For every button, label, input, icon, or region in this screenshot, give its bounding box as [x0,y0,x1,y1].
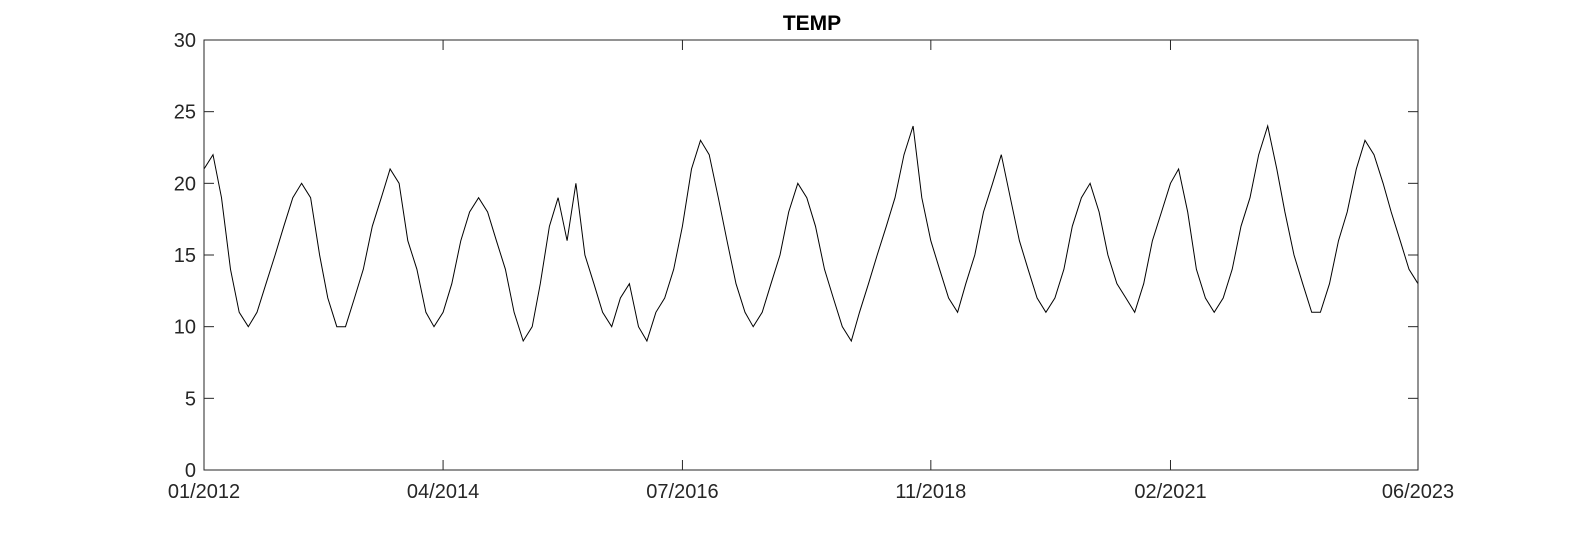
y-tick-label: 30 [174,30,196,52]
temp-series-line [203,124,1419,343]
series-layer [203,124,1419,343]
y-tick-label: 0 [185,460,196,482]
x-tick-label: 01/2012 [168,481,240,503]
y-tick-label: 25 [174,102,196,124]
y-tick-label: 20 [174,173,196,195]
x-tick-label: 06/2023 [1382,481,1454,503]
y-tick-label: 10 [174,317,196,339]
x-tick-label: 04/2014 [407,481,479,503]
y-tick-label: 15 [174,245,196,267]
x-axis: 01/2012 04/2014 07/2016 11/2018 02/2021 06/20… [168,40,1454,503]
x-tick-label: 07/2016 [646,481,718,503]
plot-area-border [203,39,1419,471]
y-axis: 0 5 10 15 20 25 30 [174,30,1418,482]
x-tick-label: 11/2018 [895,481,966,503]
y-tick-label: 5 [185,388,196,410]
x-tick-label: 02/2021 [1134,481,1206,503]
chart-title: TEMP [783,12,841,35]
